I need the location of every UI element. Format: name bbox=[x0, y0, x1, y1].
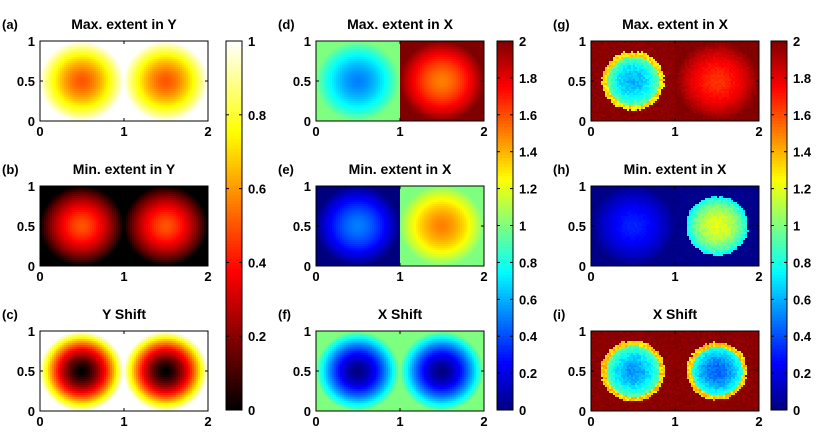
x-tick-label: 0 bbox=[36, 124, 43, 139]
y-tick-label: 0.5 bbox=[17, 74, 35, 89]
panel-title: Max. extent in Y bbox=[71, 16, 177, 32]
x-tick-label: 2 bbox=[204, 124, 211, 139]
y-tick-label: 1 bbox=[28, 34, 35, 49]
panel-a: Max. extent in Y (a) 0 1 2 0 0.5 1 bbox=[2, 16, 212, 139]
y-tick-label: 0 bbox=[28, 114, 35, 129]
x-tick-label: 1 bbox=[120, 124, 127, 139]
panel-label: (a) bbox=[2, 17, 18, 32]
